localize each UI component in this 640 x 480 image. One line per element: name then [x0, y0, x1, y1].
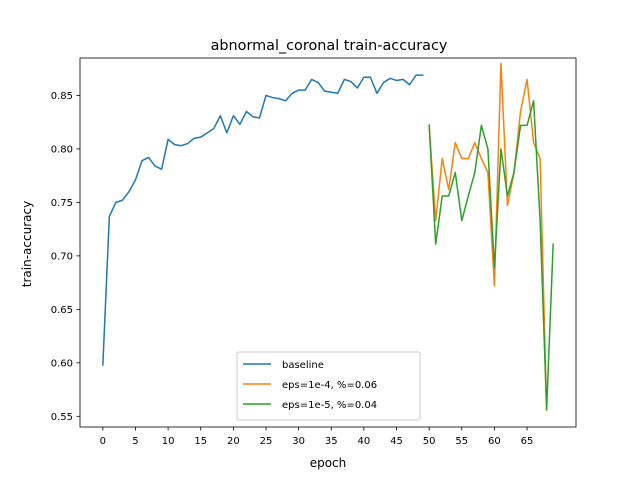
legend: baseline eps=1e-4, %=0.06 eps=1e-5, %=0.04	[236, 351, 421, 421]
y-tick-label: 0.60	[51, 358, 73, 369]
legend-label: eps=1e-4, %=0.06	[282, 380, 377, 391]
x-tick-label: 30	[292, 436, 305, 447]
x-tick-label: 55	[455, 436, 468, 447]
x-tick-label: 0	[100, 436, 106, 447]
x-tick-label: 20	[227, 436, 240, 447]
x-tick-label: 35	[325, 436, 338, 447]
y-axis-label: train-accuracy	[20, 201, 34, 287]
x-tick-label: 65	[521, 436, 534, 447]
series-line-3	[428, 100, 554, 411]
series-line-2	[428, 62, 548, 411]
x-axis-ticks: 0 5 10 15 20 25 30 35 40 45 50 55 60 65	[100, 427, 534, 447]
x-axis-label: epoch	[310, 456, 347, 470]
y-tick-label: 0.75	[51, 198, 73, 209]
x-tick-label: 25	[260, 436, 273, 447]
series-line-1	[102, 74, 424, 366]
y-tick-label: 0.85	[51, 91, 73, 102]
x-tick-label: 45	[390, 436, 403, 447]
x-tick-label: 60	[488, 436, 501, 447]
plot-area	[79, 57, 577, 428]
y-tick-label: 0.80	[51, 145, 73, 156]
legend-box	[236, 351, 421, 421]
x-tick-label: 40	[358, 436, 371, 447]
x-tick-label: 10	[162, 436, 175, 447]
x-tick-label: 15	[194, 436, 207, 447]
y-tick-label: 0.70	[51, 251, 73, 262]
y-axis-ticks: 0.55 0.60 0.65 0.70 0.75 0.80 0.85	[51, 91, 80, 423]
legend-label: eps=1e-5, %=0.04	[282, 400, 377, 411]
x-tick-label: 50	[423, 436, 436, 447]
x-tick-label: 5	[132, 436, 138, 447]
y-tick-label: 0.55	[51, 412, 73, 423]
y-tick-label: 0.65	[51, 305, 73, 316]
chart-title: abnormal_coronal train-accuracy	[211, 38, 448, 54]
axes-frame	[79, 57, 577, 428]
legend-label: baseline	[282, 360, 324, 371]
